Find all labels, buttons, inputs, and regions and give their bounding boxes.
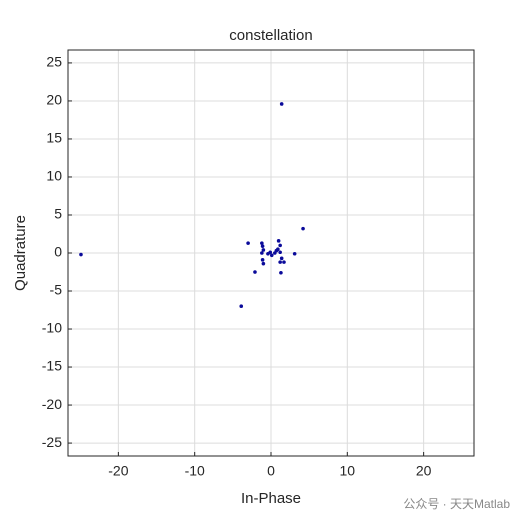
point [276,239,281,243]
point [292,251,297,256]
point [253,270,257,274]
point [278,260,282,264]
point [301,226,305,231]
y-tick-label: -15 [42,358,62,374]
y-tick-label: 15 [46,130,62,146]
point [261,261,266,266]
point [278,250,282,255]
point [260,244,265,248]
x-tick-label: -20 [108,463,128,479]
point [274,248,279,253]
point [282,260,286,264]
watermark: 公众号 · 天天Matlab [403,497,510,511]
chart-title: constellation [229,27,312,44]
y-tick-label: 5 [54,206,62,222]
point [79,252,83,257]
plot-frame [67,49,475,457]
y-tick-label: -5 [50,282,63,298]
point [260,251,264,255]
point [261,248,266,252]
y-tick-label: 20 [46,92,62,108]
y-tick-label: 25 [46,54,62,70]
point [269,253,274,258]
x-tick-label: 20 [416,463,432,479]
point [279,102,284,106]
y-tick-label: -25 [42,434,62,450]
y-tick-label: 0 [54,244,62,260]
y-tick-label: -20 [42,396,62,412]
point [246,241,250,245]
point [260,258,265,262]
point [279,256,284,261]
x-tick-label: -10 [185,463,205,479]
y-tick-label: 10 [46,168,62,184]
y-axis-label: Quadrature [12,215,29,291]
point [260,241,264,245]
x-tick-label: 0 [267,463,275,479]
x-tick-label: 10 [340,463,356,479]
x-axis-label: In-Phase [241,490,301,507]
point [279,270,283,275]
point [239,304,244,309]
y-tick-label: -10 [42,320,62,336]
point [266,251,270,256]
point [278,243,282,248]
